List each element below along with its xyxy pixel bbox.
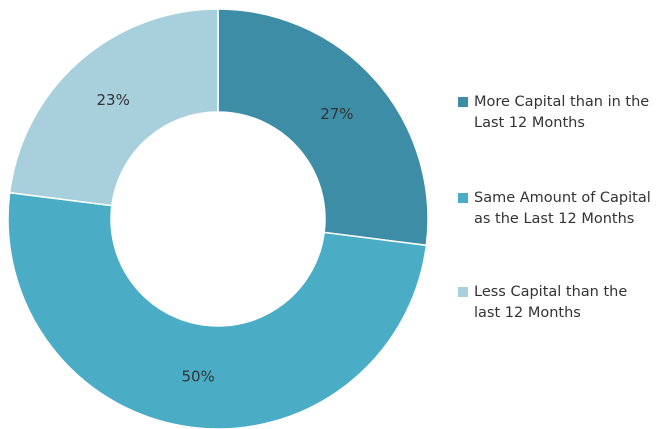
legend-label-more-capital: More Capital than in the Last 12 Months bbox=[474, 94, 650, 131]
legend-swatch-more-capital bbox=[458, 97, 468, 107]
legend-item-same-capital: Same Amount of Capital as the Last 12 Mo… bbox=[458, 188, 654, 230]
legend-item-less-capital: Less Capital than the last 12 Months bbox=[458, 282, 654, 324]
donut-slice-less-capital bbox=[8, 8, 219, 207]
donut-slices bbox=[7, 8, 429, 429]
legend-swatch-less-capital bbox=[458, 287, 468, 297]
legend-item-more-capital: More Capital than in the Last 12 Months bbox=[458, 92, 654, 134]
donut-slice-same-capital bbox=[7, 191, 428, 429]
slice-label-less-capital: 23% bbox=[97, 91, 130, 109]
donut-slice-more-capital bbox=[217, 8, 429, 247]
legend-swatch-same-capital bbox=[458, 193, 468, 203]
donut-slice-labels: 27% 50% 23% bbox=[97, 91, 354, 385]
legend-label-less-capital: Less Capital than the last 12 Months bbox=[474, 284, 628, 321]
slice-label-more-capital: 27% bbox=[320, 105, 353, 123]
legend-label-same-capital: Same Amount of Capital as the Last 12 Mo… bbox=[474, 190, 651, 227]
slice-label-same-capital: 50% bbox=[181, 367, 214, 385]
